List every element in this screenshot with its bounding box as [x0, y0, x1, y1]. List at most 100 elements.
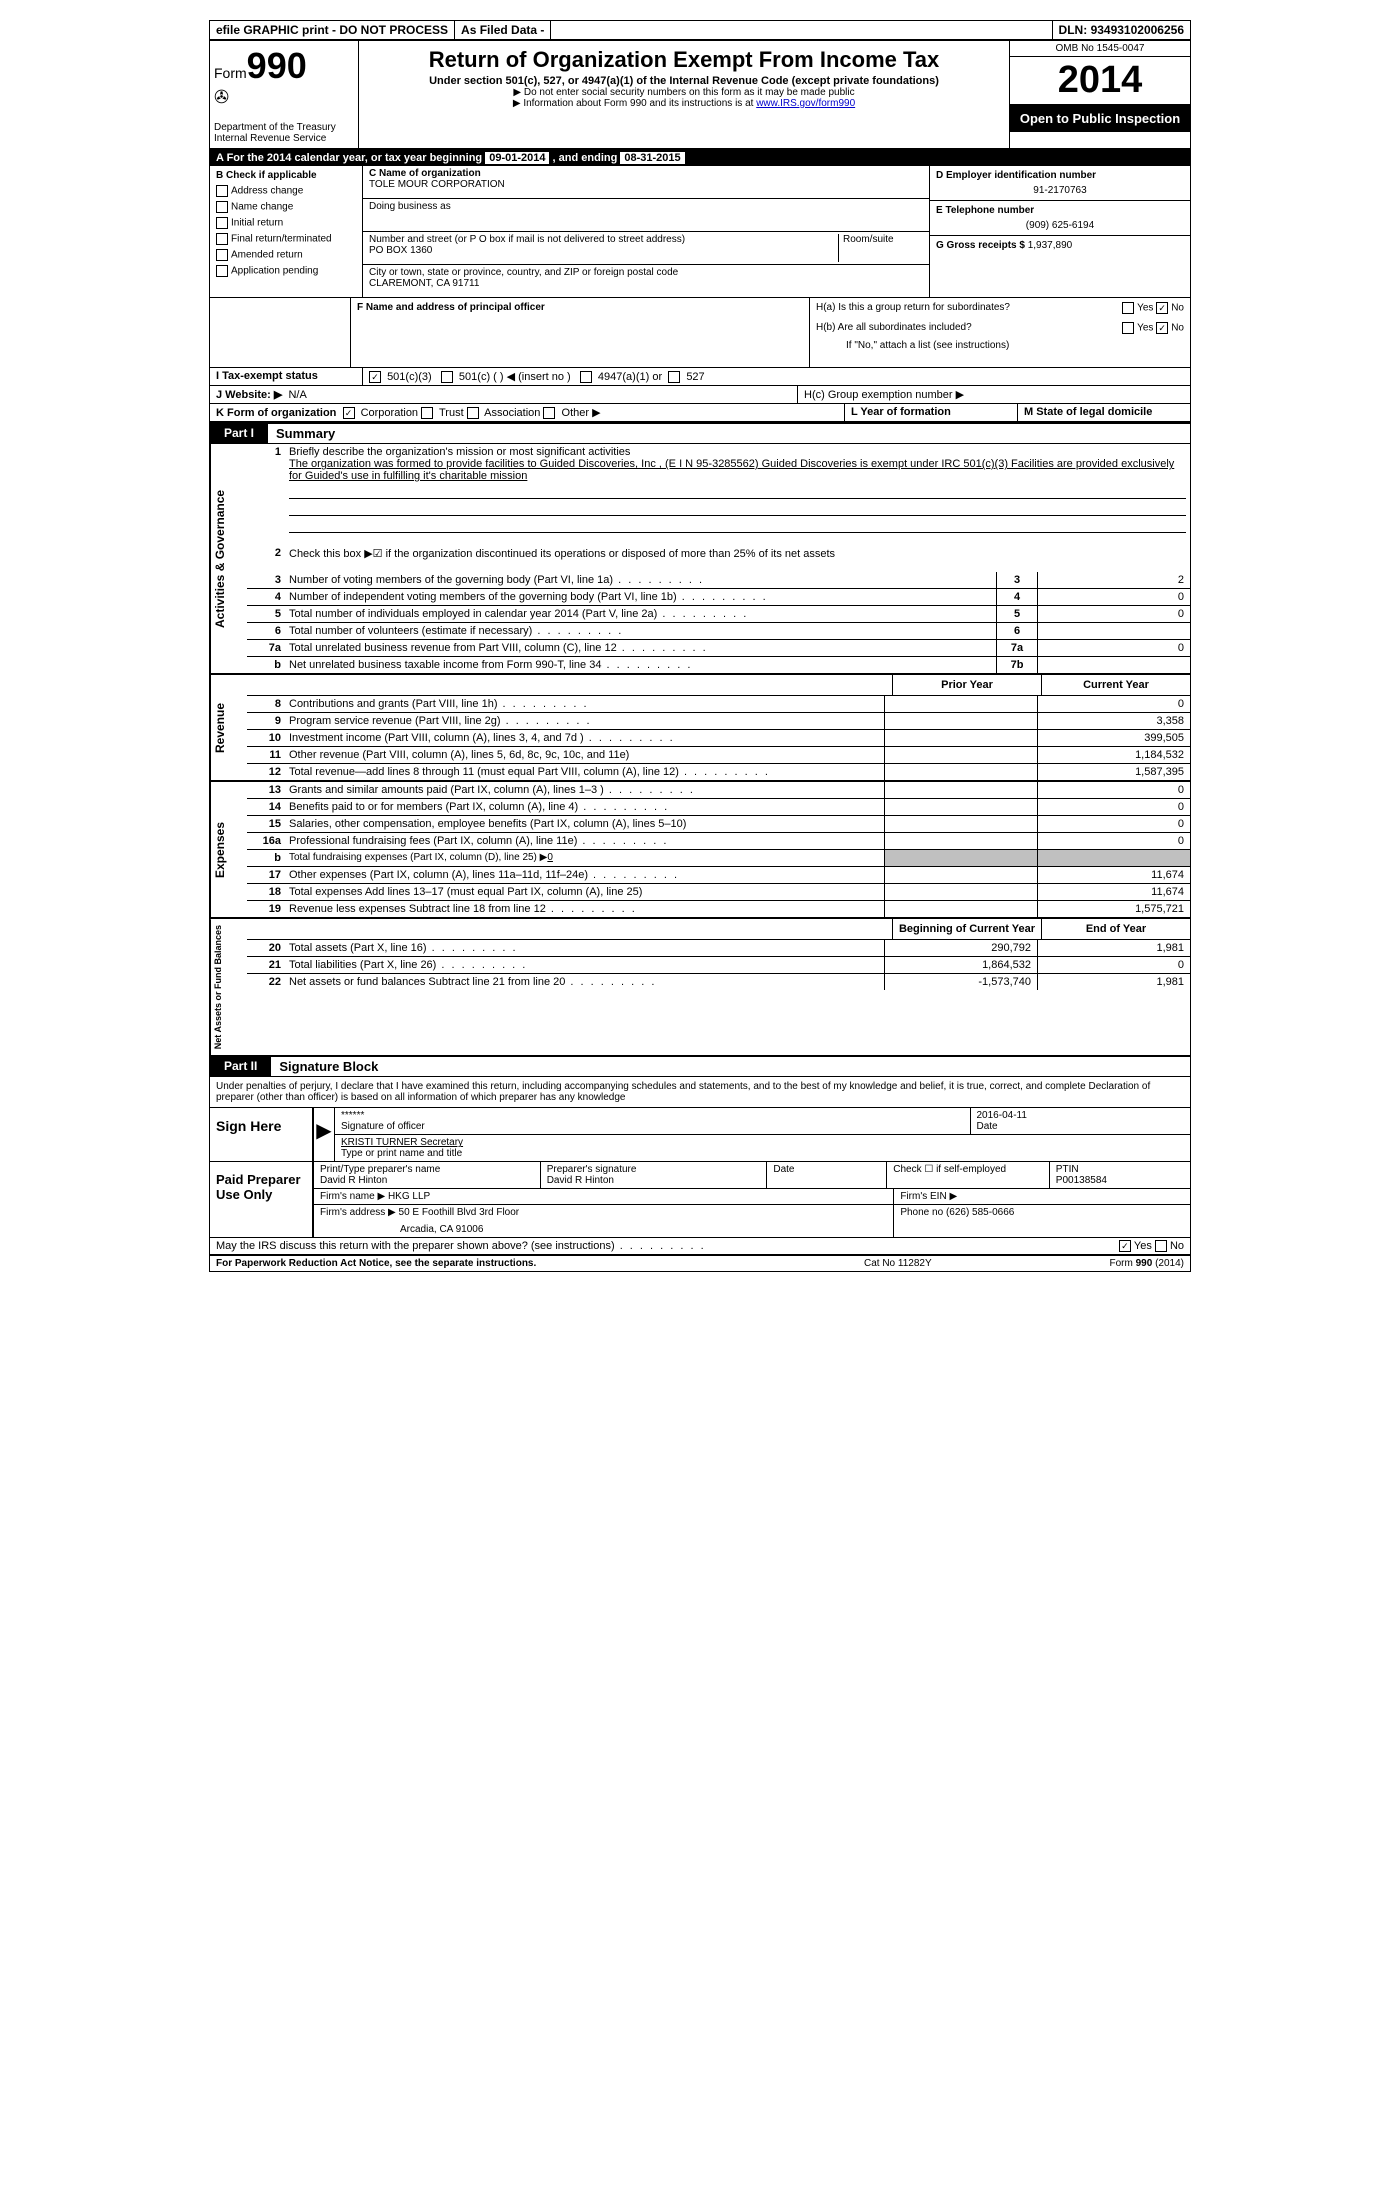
form-title: Return of Organization Exempt From Incom…	[367, 47, 1001, 73]
firm-addr-label: Firm's address ▶	[320, 1207, 396, 1218]
cb-address-change[interactable]: Address change	[216, 185, 356, 197]
street-cell: Number and street (or P O box if mail is…	[362, 232, 929, 265]
status-4947[interactable]: 4947(a)(1) or	[598, 371, 662, 383]
ha-label: H(a) Is this a group return for subordin…	[816, 302, 1122, 314]
k-trust[interactable]: Trust	[439, 407, 464, 419]
officer-name: KRISTI TURNER Secretary	[341, 1137, 1184, 1148]
line-20-boy: 290,792	[884, 940, 1037, 956]
discuss-yes[interactable]: Yes	[1134, 1240, 1152, 1252]
i-label: I Tax-exempt status	[216, 370, 318, 382]
firm-addr1: 50 E Foothill Blvd 3rd Floor	[399, 1207, 520, 1218]
line-10-text: Investment income (Part VIII, column (A)…	[289, 732, 675, 744]
line-18-text: Total expenses Add lines 13–17 (must equ…	[289, 886, 642, 898]
check-self[interactable]: Check ☐ if self-employed	[893, 1164, 1043, 1175]
dln: DLN: 93493102006256	[1053, 21, 1190, 39]
gross-cell: G Gross receipts $ 1,937,890	[930, 236, 1190, 255]
g-label: G Gross receipts $	[936, 240, 1025, 251]
vtab-net-assets: Net Assets or Fund Balances	[210, 919, 247, 1055]
line-6-text: Total number of volunteers (estimate if …	[289, 625, 623, 637]
ha-yes[interactable]: Yes	[1137, 303, 1153, 314]
cb-final-return[interactable]: Final return/terminated	[216, 233, 356, 245]
header-right: OMB No 1545-0047 2014 Open to Public Ins…	[1010, 41, 1190, 148]
status-options: ✓ 501(c)(3) 501(c) ( ) ◀ (insert no ) 49…	[362, 368, 1190, 385]
current-year-header: Current Year	[1041, 675, 1190, 695]
governance-section: Activities & Governance 1 Briefly descri…	[210, 444, 1190, 675]
note2-pre: ▶ Information about Form 990 and its ins…	[513, 98, 756, 109]
line-8-current: 0	[1037, 696, 1190, 712]
year-begin: 09-01-2014	[485, 152, 549, 164]
discuss-no[interactable]: No	[1170, 1240, 1184, 1252]
line-16a: 16aProfessional fundraising fees (Part I…	[247, 833, 1190, 850]
footer-row: For Paperwork Reduction Act Notice, see …	[210, 1255, 1190, 1271]
line-14-text: Benefits paid to or for members (Part IX…	[289, 801, 669, 813]
line-17-current: 11,674	[1037, 867, 1190, 883]
net-header: Beginning of Current Year End of Year	[247, 919, 1190, 940]
omb-number: OMB No 1545-0047	[1010, 41, 1190, 57]
irs-link[interactable]: www.IRS.gov/form990	[756, 98, 855, 109]
b-label: B Check if applicable	[216, 170, 356, 181]
firm-name: HKG LLP	[388, 1191, 430, 1202]
status-501c[interactable]: 501(c) ( ) ◀ (insert no )	[459, 371, 571, 383]
room-label: Room/suite	[838, 234, 923, 262]
f-label: F Name and address of principal officer	[357, 302, 545, 313]
line-19-text: Revenue less expenses Subtract line 18 f…	[289, 903, 637, 915]
m-label: M State of legal domicile	[1024, 406, 1152, 418]
part2-label: Part II	[210, 1057, 271, 1076]
k-label: K Form of organization	[216, 407, 336, 419]
form-header: Form990 ✇ Department of the Treasury Int…	[210, 41, 1190, 150]
line-12-prior	[884, 764, 1037, 780]
ptin-label: PTIN	[1056, 1164, 1184, 1175]
perjury-statement: Under penalties of perjury, I declare th…	[210, 1077, 1190, 1108]
cb-initial-return[interactable]: Initial return	[216, 217, 356, 229]
k-corp[interactable]: Corporation	[361, 407, 418, 419]
line-1-text: The organization was formed to provide f…	[289, 458, 1174, 482]
print-label: Print/Type preparer's name	[320, 1164, 534, 1175]
part2-header: Part II Signature Block	[210, 1055, 1190, 1077]
line-1-label: Briefly describe the organization's miss…	[289, 446, 630, 458]
line-16a-current: 0	[1037, 833, 1190, 849]
efile-notice: efile GRAPHIC print - DO NOT PROCESS	[210, 21, 455, 39]
cb-amended[interactable]: Amended return	[216, 249, 356, 261]
org-name: TOLE MOUR CORPORATION	[369, 179, 923, 190]
k-assoc[interactable]: Association	[484, 407, 540, 419]
line-20: 20Total assets (Part X, line 16)290,7921…	[247, 940, 1190, 957]
status-501c3[interactable]: 501(c)(3)	[387, 371, 432, 383]
year-pre: A For the 2014 calendar year, or tax yea…	[216, 152, 485, 164]
expenses-section: Expenses 13Grants and similar amounts pa…	[210, 782, 1190, 919]
hb-yes[interactable]: Yes	[1137, 323, 1153, 334]
line-5: 5Total number of individuals employed in…	[247, 606, 1190, 623]
status-527[interactable]: 527	[686, 371, 704, 383]
cb-app-pending[interactable]: Application pending	[216, 265, 356, 277]
gross-value: 1,937,890	[1028, 240, 1073, 251]
cb-address-change-label: Address change	[231, 186, 303, 197]
line-21: 21Total liabilities (Part X, line 26)1,8…	[247, 957, 1190, 974]
line-19: 19Revenue less expenses Subtract line 18…	[247, 901, 1190, 917]
paid-preparer-row: Paid Preparer Use Only Print/Type prepar…	[210, 1162, 1190, 1238]
line-8-text: Contributions and grants (Part VIII, lin…	[289, 698, 589, 710]
line-4-text: Number of independent voting members of …	[289, 591, 768, 603]
line-1: 1 Briefly describe the organization's mi…	[247, 444, 1190, 545]
line-10-prior	[884, 730, 1037, 746]
k-l-m-row: K Form of organization ✓ Corporation Tru…	[210, 404, 1190, 422]
hb-no[interactable]: No	[1171, 323, 1184, 334]
line-19-prior	[884, 901, 1037, 917]
k-other[interactable]: Other ▶	[562, 407, 601, 419]
line-4-value: 0	[1037, 589, 1190, 605]
line-12: 12Total revenue—add lines 8 through 11 (…	[247, 764, 1190, 780]
ha-no[interactable]: No	[1171, 303, 1184, 314]
line-18-prior	[884, 884, 1037, 900]
prep-date-label: Date	[773, 1164, 880, 1175]
cb-amended-label: Amended return	[231, 250, 303, 261]
line-21-boy: 1,864,532	[884, 957, 1037, 973]
cb-name-change-label: Name change	[231, 202, 293, 213]
irs-label: Internal Revenue Service	[214, 133, 354, 144]
line-3-value: 2	[1037, 572, 1190, 588]
line-22-eoy: 1,981	[1037, 974, 1190, 990]
part1-title: Summary	[268, 424, 343, 443]
cb-app-pending-label: Application pending	[231, 266, 318, 277]
identity-row: B Check if applicable Address change Nam…	[210, 166, 1190, 298]
cb-name-change[interactable]: Name change	[216, 201, 356, 213]
prep-sig-label: Preparer's signature	[547, 1164, 761, 1175]
type-label: Type or print name and title	[341, 1148, 1184, 1159]
line-20-eoy: 1,981	[1037, 940, 1190, 956]
